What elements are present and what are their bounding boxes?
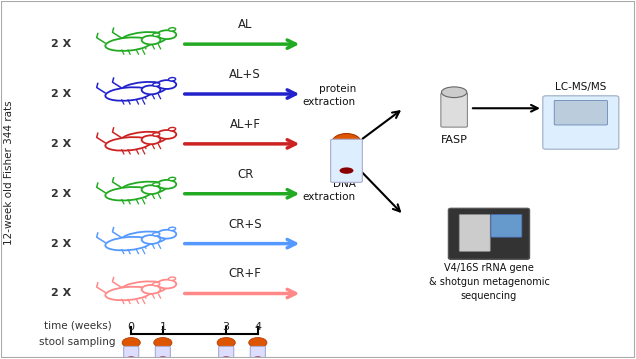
Text: LC-MS/MS: LC-MS/MS <box>555 82 607 92</box>
FancyBboxPatch shape <box>441 93 467 127</box>
Text: 4: 4 <box>254 322 261 332</box>
Ellipse shape <box>154 337 172 348</box>
Ellipse shape <box>121 82 167 95</box>
Ellipse shape <box>169 127 176 131</box>
Text: CR: CR <box>237 168 253 181</box>
Ellipse shape <box>153 83 160 86</box>
Ellipse shape <box>158 356 167 359</box>
Ellipse shape <box>153 133 160 136</box>
Ellipse shape <box>158 130 176 139</box>
Ellipse shape <box>158 80 176 89</box>
Ellipse shape <box>106 87 151 101</box>
Ellipse shape <box>106 287 151 300</box>
Ellipse shape <box>122 337 141 348</box>
Ellipse shape <box>441 87 467 98</box>
Text: 2 X: 2 X <box>52 189 72 199</box>
Ellipse shape <box>142 85 160 94</box>
Text: 2 X: 2 X <box>52 89 72 99</box>
Text: time (weeks): time (weeks) <box>43 321 111 331</box>
Ellipse shape <box>249 337 267 348</box>
Text: CR+S: CR+S <box>228 218 262 230</box>
Ellipse shape <box>153 33 160 36</box>
Ellipse shape <box>169 277 176 280</box>
Ellipse shape <box>169 177 176 181</box>
Text: CR+F: CR+F <box>229 267 261 280</box>
Ellipse shape <box>121 32 167 46</box>
Ellipse shape <box>169 28 176 31</box>
Ellipse shape <box>253 356 263 359</box>
Ellipse shape <box>142 285 160 294</box>
Ellipse shape <box>127 356 135 359</box>
FancyBboxPatch shape <box>155 346 170 359</box>
FancyBboxPatch shape <box>251 346 265 359</box>
Ellipse shape <box>158 30 176 39</box>
FancyBboxPatch shape <box>219 346 233 359</box>
Text: 1: 1 <box>160 322 167 332</box>
Text: AL+S: AL+S <box>230 68 261 81</box>
Text: AL: AL <box>238 18 252 31</box>
Ellipse shape <box>106 187 151 200</box>
FancyBboxPatch shape <box>448 208 530 259</box>
Text: 12-week old Fisher 344 rats: 12-week old Fisher 344 rats <box>4 100 14 245</box>
Text: AL+F: AL+F <box>230 118 261 131</box>
Ellipse shape <box>106 37 151 51</box>
Text: 2 X: 2 X <box>52 39 72 49</box>
Ellipse shape <box>217 337 235 348</box>
Ellipse shape <box>169 78 176 81</box>
Ellipse shape <box>142 135 160 144</box>
Ellipse shape <box>340 167 354 174</box>
Text: DNA
extraction: DNA extraction <box>303 178 356 202</box>
Ellipse shape <box>142 235 160 244</box>
Ellipse shape <box>106 137 151 151</box>
Ellipse shape <box>158 180 176 189</box>
Ellipse shape <box>121 281 167 295</box>
Ellipse shape <box>153 283 160 286</box>
FancyBboxPatch shape <box>123 346 139 359</box>
Ellipse shape <box>142 185 160 194</box>
Ellipse shape <box>121 132 167 145</box>
Ellipse shape <box>142 36 160 45</box>
Ellipse shape <box>221 356 231 359</box>
FancyBboxPatch shape <box>331 139 363 182</box>
FancyBboxPatch shape <box>543 96 619 149</box>
Text: protein
extraction: protein extraction <box>303 84 356 107</box>
FancyBboxPatch shape <box>491 214 522 237</box>
Text: 3: 3 <box>223 322 230 332</box>
Ellipse shape <box>153 233 160 236</box>
Text: FASP: FASP <box>441 135 467 145</box>
Text: stool sampling: stool sampling <box>39 337 116 346</box>
FancyBboxPatch shape <box>459 214 490 251</box>
Ellipse shape <box>169 227 176 230</box>
Ellipse shape <box>158 280 176 288</box>
Ellipse shape <box>158 230 176 239</box>
Ellipse shape <box>106 237 151 250</box>
Ellipse shape <box>153 183 160 186</box>
Ellipse shape <box>121 232 167 245</box>
Ellipse shape <box>332 134 361 151</box>
FancyBboxPatch shape <box>554 101 607 125</box>
Text: 2 X: 2 X <box>52 289 72 298</box>
Text: 2 X: 2 X <box>52 139 72 149</box>
Ellipse shape <box>121 182 167 195</box>
Text: 0: 0 <box>128 322 135 332</box>
Text: V4/16S rRNA gene
& shotgun metagenomic
sequencing: V4/16S rRNA gene & shotgun metagenomic s… <box>429 263 550 301</box>
Text: 2 X: 2 X <box>52 239 72 249</box>
